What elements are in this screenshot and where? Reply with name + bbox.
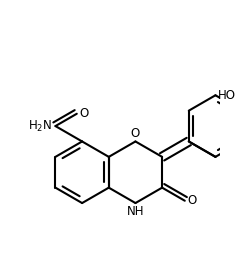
Text: HO: HO bbox=[218, 89, 236, 102]
Text: NH: NH bbox=[127, 205, 144, 218]
Text: H$_2$N: H$_2$N bbox=[29, 118, 53, 134]
Text: O: O bbox=[131, 126, 140, 140]
Text: O: O bbox=[80, 107, 89, 120]
Text: O: O bbox=[188, 194, 197, 207]
